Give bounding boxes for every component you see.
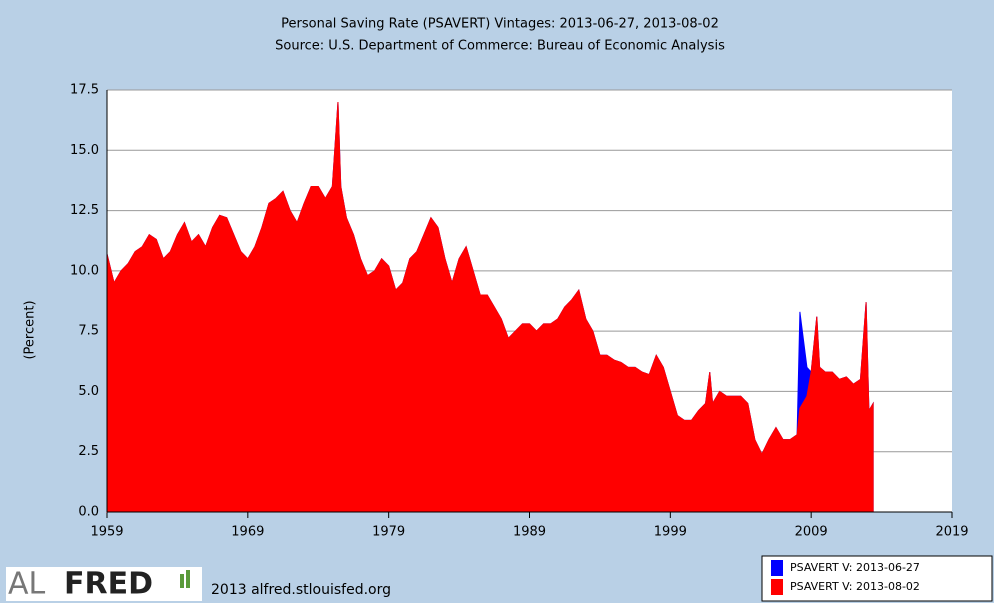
logo-box [6,567,202,601]
x-tick-label: 2009 [795,525,828,540]
logo-icon [180,574,184,588]
y-tick-label: 0.0 [78,505,99,520]
legend-label: PSAVERT V: 2013-06-27 [790,561,920,574]
logo: FRED [64,567,153,602]
y-tick-label: 2.5 [78,444,99,459]
chart-title: Personal Saving Rate (PSAVERT) Vintages:… [281,17,719,32]
y-tick-label: 5.0 [78,384,99,399]
legend-swatch [771,579,783,595]
y-tick-label: 7.5 [78,324,99,339]
x-tick-label: 1979 [372,525,405,540]
y-tick-label: 12.5 [70,203,99,218]
legend-swatch [771,560,783,576]
y-axis-label: (Percent) [23,300,38,359]
y-tick-label: 17.5 [70,83,99,98]
x-tick-label: 1999 [654,525,687,540]
x-tick-label: 1989 [513,525,546,540]
x-tick-label: 1969 [231,525,264,540]
chart-subtitle: Source: U.S. Department of Commerce: Bur… [275,39,725,54]
footer: 2013 alfred.stlouisfed.org [211,582,391,598]
legend [761,555,993,602]
area [106,102,874,513]
x-tick-label: 1959 [90,525,123,540]
x-tick-label: 2019 [935,525,968,540]
logo: AL [8,567,46,602]
logo-icon [186,570,190,588]
legend-label: PSAVERT V: 2013-08-02 [790,580,920,593]
y-tick-label: 15.0 [70,143,99,158]
y-tick-label: 10.0 [70,263,99,278]
